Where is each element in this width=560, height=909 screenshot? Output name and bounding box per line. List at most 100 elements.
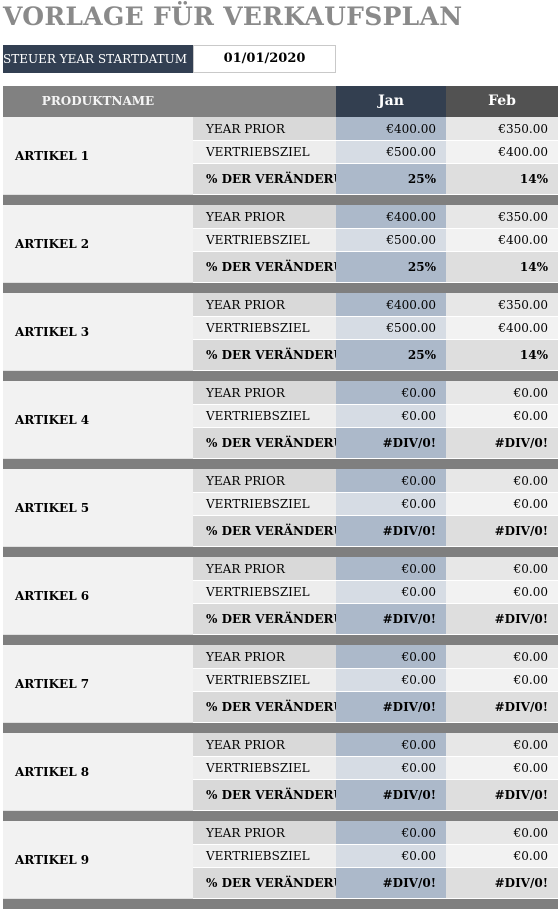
product-name-cell[interactable]: ARTIKEL 2 (3, 205, 193, 283)
row-separator (3, 371, 558, 381)
row-label-sales-goal: VERTRIEBSZIEL (193, 493, 336, 516)
feb-sales-goal-cell[interactable]: €0.00 (446, 405, 558, 428)
product-block: ARTIKEL 9 YEAR PRIOR €0.00 €0.00 VERTRIEBSZI… (3, 821, 558, 909)
product-block: ARTIKEL 7 YEAR PRIOR €0.00 €0.00 VERTRIEBSZI… (3, 645, 558, 733)
product-name-cell[interactable]: ARTIKEL 1 (3, 117, 193, 195)
jan-year-prior-cell[interactable]: €400.00 (336, 205, 446, 229)
product-name-cell[interactable]: ARTIKEL 3 (3, 293, 193, 371)
feb-sales-goal-cell[interactable]: €0.00 (446, 845, 558, 868)
jan-year-prior-cell[interactable]: €0.00 (336, 733, 446, 757)
feb-sales-goal-cell[interactable]: €0.00 (446, 669, 558, 692)
row-label-sales-goal: VERTRIEBSZIEL (193, 669, 336, 692)
row-label-percent-change: % DER VERÄNDERUNG (193, 164, 336, 195)
page-title: VORLAGE FÜR VERKAUFSPLAN (3, 2, 463, 31)
feb-year-prior-cell[interactable]: €0.00 (446, 645, 558, 669)
row-separator (3, 547, 558, 557)
feb-percent-change-cell[interactable]: 14% (446, 340, 558, 371)
feb-year-prior-cell[interactable]: €350.00 (446, 117, 558, 141)
jan-percent-change-cell[interactable]: 25% (336, 340, 446, 371)
feb-sales-goal-cell[interactable]: €0.00 (446, 581, 558, 604)
product-name-cell[interactable]: ARTIKEL 6 (3, 557, 193, 635)
row-label-percent-change: % DER VERÄNDERUNG (193, 604, 336, 635)
product-name-cell[interactable]: ARTIKEL 4 (3, 381, 193, 459)
row-separator (3, 811, 558, 821)
row-label-percent-change: % DER VERÄNDERUNG (193, 516, 336, 547)
jan-year-prior-cell[interactable]: €0.00 (336, 821, 446, 845)
feb-year-prior-cell[interactable]: €0.00 (446, 557, 558, 581)
feb-year-prior-cell[interactable]: €0.00 (446, 821, 558, 845)
row-label-year-prior: YEAR PRIOR (193, 469, 336, 493)
row-label-sales-goal: VERTRIEBSZIEL (193, 229, 336, 252)
feb-year-prior-cell[interactable]: €0.00 (446, 381, 558, 405)
product-name-cell[interactable]: ARTIKEL 8 (3, 733, 193, 811)
column-header-feb: Feb (446, 86, 558, 117)
fiscal-year-label: STEUER YEAR STARTDATUM (3, 45, 193, 73)
feb-year-prior-cell[interactable]: €0.00 (446, 469, 558, 493)
feb-percent-change-cell[interactable]: 14% (446, 252, 558, 283)
jan-year-prior-cell[interactable]: €0.00 (336, 645, 446, 669)
row-label-sales-goal: VERTRIEBSZIEL (193, 581, 336, 604)
feb-sales-goal-cell[interactable]: €400.00 (446, 229, 558, 252)
jan-year-prior-cell[interactable]: €0.00 (336, 381, 446, 405)
row-label-year-prior: YEAR PRIOR (193, 117, 336, 141)
product-block: ARTIKEL 4 YEAR PRIOR €0.00 €0.00 VERTRIEBSZI… (3, 381, 558, 469)
feb-percent-change-cell[interactable]: #DIV/0! (446, 428, 558, 459)
jan-sales-goal-cell[interactable]: €0.00 (336, 581, 446, 604)
row-label-year-prior: YEAR PRIOR (193, 205, 336, 229)
feb-year-prior-cell[interactable]: €350.00 (446, 293, 558, 317)
row-label-year-prior: YEAR PRIOR (193, 557, 336, 581)
product-block: ARTIKEL 6 YEAR PRIOR €0.00 €0.00 VERTRIEBSZI… (3, 557, 558, 645)
product-block: ARTIKEL 5 YEAR PRIOR €0.00 €0.00 VERTRIEBSZI… (3, 469, 558, 557)
row-label-sales-goal: VERTRIEBSZIEL (193, 845, 336, 868)
row-label-year-prior: YEAR PRIOR (193, 821, 336, 845)
jan-sales-goal-cell[interactable]: €0.00 (336, 493, 446, 516)
jan-percent-change-cell[interactable]: 25% (336, 164, 446, 195)
jan-year-prior-cell[interactable]: €0.00 (336, 557, 446, 581)
product-block: ARTIKEL 3 YEAR PRIOR €400.00 €350.00 VERTRIE… (3, 293, 558, 381)
feb-percent-change-cell[interactable]: 14% (446, 164, 558, 195)
jan-sales-goal-cell[interactable]: €0.00 (336, 757, 446, 780)
jan-percent-change-cell[interactable]: #DIV/0! (336, 428, 446, 459)
jan-sales-goal-cell[interactable]: €500.00 (336, 229, 446, 252)
row-separator (3, 195, 558, 205)
fiscal-year-start-date-input[interactable]: 01/01/2020 (193, 45, 336, 73)
jan-percent-change-cell[interactable]: 25% (336, 252, 446, 283)
feb-sales-goal-cell[interactable]: €0.00 (446, 493, 558, 516)
row-separator (3, 723, 558, 733)
row-label-sales-goal: VERTRIEBSZIEL (193, 141, 336, 164)
feb-percent-change-cell[interactable]: #DIV/0! (446, 692, 558, 723)
jan-year-prior-cell[interactable]: €400.00 (336, 117, 446, 141)
jan-percent-change-cell[interactable]: #DIV/0! (336, 516, 446, 547)
jan-sales-goal-cell[interactable]: €500.00 (336, 141, 446, 164)
jan-year-prior-cell[interactable]: €0.00 (336, 469, 446, 493)
jan-year-prior-cell[interactable]: €400.00 (336, 293, 446, 317)
row-label-sales-goal: VERTRIEBSZIEL (193, 405, 336, 428)
feb-percent-change-cell[interactable]: #DIV/0! (446, 780, 558, 811)
jan-sales-goal-cell[interactable]: €500.00 (336, 317, 446, 340)
feb-percent-change-cell[interactable]: #DIV/0! (446, 604, 558, 635)
feb-sales-goal-cell[interactable]: €0.00 (446, 757, 558, 780)
feb-sales-goal-cell[interactable]: €400.00 (446, 317, 558, 340)
row-label-percent-change: % DER VERÄNDERUNG (193, 252, 336, 283)
row-separator (3, 635, 558, 645)
jan-sales-goal-cell[interactable]: €0.00 (336, 669, 446, 692)
feb-year-prior-cell[interactable]: €350.00 (446, 205, 558, 229)
feb-percent-change-cell[interactable]: #DIV/0! (446, 516, 558, 547)
jan-percent-change-cell[interactable]: #DIV/0! (336, 604, 446, 635)
column-header-jan: Jan (336, 86, 446, 117)
row-label-year-prior: YEAR PRIOR (193, 381, 336, 405)
column-header-row-type (193, 86, 336, 117)
product-name-cell[interactable]: ARTIKEL 9 (3, 821, 193, 899)
jan-percent-change-cell[interactable]: #DIV/0! (336, 692, 446, 723)
row-label-sales-goal: VERTRIEBSZIEL (193, 757, 336, 780)
product-name-cell[interactable]: ARTIKEL 7 (3, 645, 193, 723)
feb-year-prior-cell[interactable]: €0.00 (446, 733, 558, 757)
product-name-cell[interactable]: ARTIKEL 5 (3, 469, 193, 547)
feb-sales-goal-cell[interactable]: €400.00 (446, 141, 558, 164)
jan-percent-change-cell[interactable]: #DIV/0! (336, 780, 446, 811)
jan-sales-goal-cell[interactable]: €0.00 (336, 845, 446, 868)
row-label-percent-change: % DER VERÄNDERUNG (193, 780, 336, 811)
jan-sales-goal-cell[interactable]: €0.00 (336, 405, 446, 428)
row-label-sales-goal: VERTRIEBSZIEL (193, 317, 336, 340)
row-label-percent-change: % DER VERÄNDERUNG (193, 340, 336, 371)
